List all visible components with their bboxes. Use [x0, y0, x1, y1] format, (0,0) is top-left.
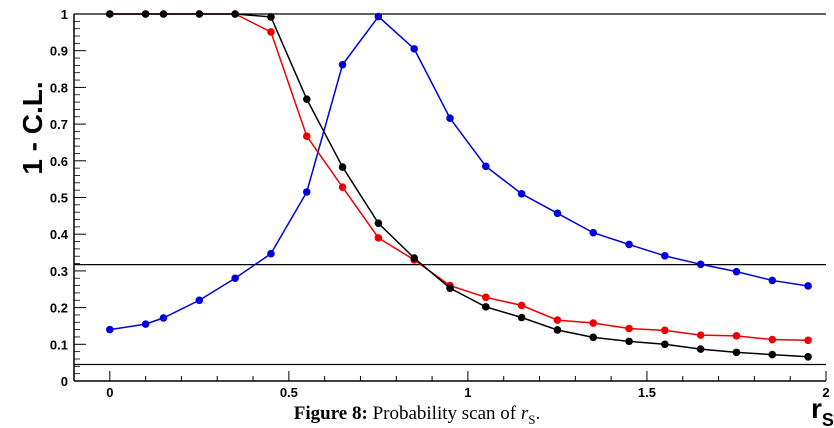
data-point: [696, 345, 705, 353]
data-point: [482, 293, 490, 302]
x-tick-label: 1.5: [638, 385, 656, 400]
data-point: [267, 249, 275, 258]
data-point: [302, 95, 311, 103]
data-point: [267, 28, 275, 36]
series-0: [106, 12, 812, 334]
x-tick-label: 1: [464, 385, 471, 400]
data-point: [159, 314, 168, 322]
data-point: [338, 183, 347, 192]
data-point: [553, 316, 562, 324]
data-point: [804, 336, 812, 345]
data-point: [625, 240, 633, 249]
data-point: [732, 348, 741, 357]
data-point: [768, 276, 777, 285]
data-point: [141, 320, 150, 328]
data-point: [302, 188, 311, 196]
y-axis-label: 1 - C.L.: [17, 81, 48, 174]
y-tick-label: 0.3: [50, 264, 68, 279]
data-point: [696, 260, 705, 269]
axis-ticks: 0 0.5 1 1.5 2 0 0.1 0.2 0.3 0.4 0.5 0.6 0.7 0.8 0.9 1: [50, 7, 830, 400]
data-point: [804, 352, 812, 361]
data-point: [768, 335, 777, 344]
data-point: [589, 228, 598, 237]
y-tick-label: 0: [61, 374, 68, 389]
data-point: [517, 313, 526, 322]
y-tick-label: 0.5: [50, 191, 68, 206]
data-point: [106, 10, 114, 18]
data-point: [661, 252, 669, 260]
data-point: [482, 303, 490, 311]
data-point: [159, 10, 168, 18]
y-tick-label: 0.1: [50, 337, 68, 352]
data-point: [195, 10, 204, 18]
series-line: [109, 15, 809, 331]
data-point: [661, 326, 669, 335]
data-point: [625, 324, 633, 333]
data-point: [482, 162, 490, 171]
data-point: [553, 326, 562, 334]
y-tick-label: 0.9: [50, 44, 68, 59]
x-axis-label-subscript: S: [822, 410, 834, 426]
data-point: [231, 274, 239, 283]
y-tick-label: 0.2: [50, 301, 68, 316]
svg-text:rS: rS: [811, 393, 834, 426]
data-point: [732, 332, 741, 340]
data-point: [768, 350, 777, 359]
data-point: [446, 114, 454, 123]
series-line: [109, 13, 809, 358]
x-axis-label: rS: [811, 393, 834, 426]
y-tick-label: 1: [61, 7, 68, 22]
data-point: [338, 163, 347, 171]
data-point: [446, 284, 454, 292]
y-tick-label: 0.7: [50, 117, 68, 132]
data-point: [661, 340, 669, 349]
data-point: [374, 12, 383, 21]
data-point: [338, 60, 347, 69]
data-point: [696, 331, 705, 339]
data-point: [267, 13, 275, 21]
data-point: [141, 10, 150, 18]
y-axis-label-text: 1 - C.L.: [17, 81, 48, 174]
caption-symbol: r: [520, 403, 529, 424]
y-tick-label: 0.4: [50, 227, 69, 242]
data-point: [410, 45, 418, 53]
caption-label: Figure 8:: [293, 403, 368, 424]
y-tick-label: 0.8: [50, 80, 68, 95]
series-2: [106, 10, 812, 361]
x-axis-label-text: r: [811, 393, 822, 424]
caption-symbol-subscript: S: [528, 411, 536, 427]
data-point: [106, 325, 114, 334]
data-point: [302, 132, 311, 141]
data-point: [374, 219, 383, 227]
data-point: [410, 254, 418, 262]
data-point: [553, 209, 562, 218]
data-point: [589, 333, 598, 342]
data-point: [804, 282, 812, 290]
data-point: [589, 319, 598, 327]
x-tick-label: 0.5: [280, 385, 298, 400]
axes: [73, 14, 826, 382]
data-point: [231, 10, 239, 18]
figure-caption: Figure 8: Probability scan of rS.: [0, 403, 834, 428]
data-point: [625, 337, 633, 346]
series-1: [106, 10, 812, 345]
data-point: [517, 190, 526, 198]
x-tick-label: 2: [822, 385, 829, 400]
data-point: [517, 301, 526, 310]
series-group: [106, 10, 812, 361]
data-point: [732, 267, 741, 276]
x-tick-label: 0: [106, 385, 113, 400]
data-point: [195, 296, 204, 305]
reference-lines: [74, 13, 826, 366]
caption-text: Probability scan of: [372, 403, 517, 424]
y-tick-label: 0.6: [50, 154, 68, 169]
caption-end: .: [535, 403, 541, 424]
data-point: [374, 234, 383, 242]
